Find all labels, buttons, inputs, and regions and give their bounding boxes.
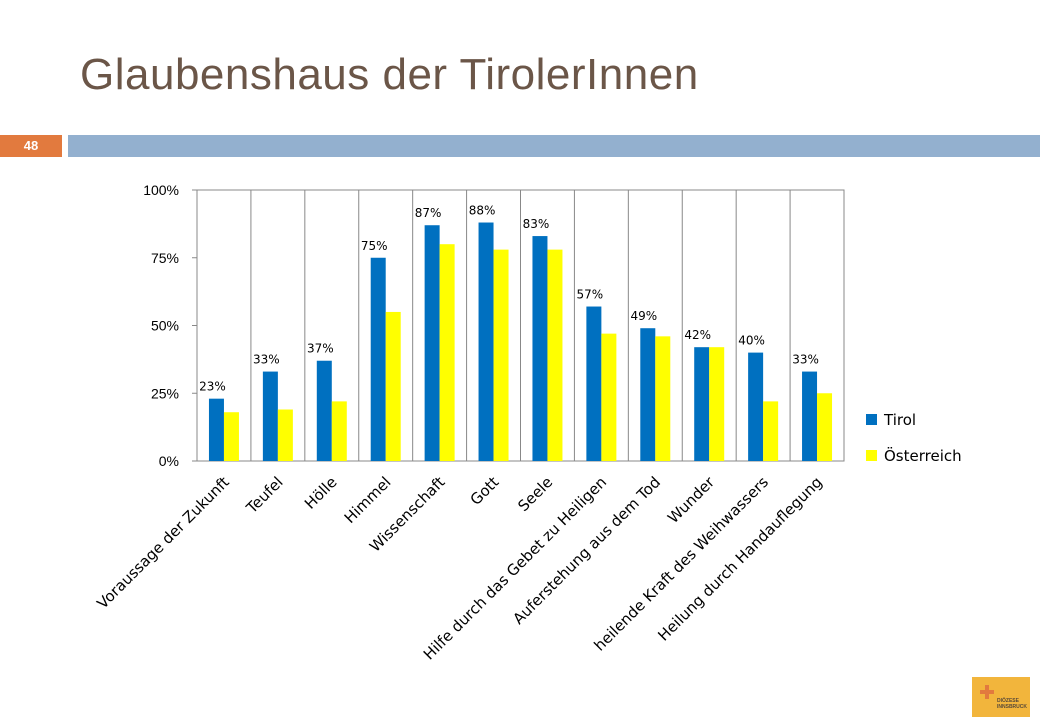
data-label: 40% [738, 334, 765, 348]
x-tick-label: Gott [467, 473, 503, 509]
bar-oesterreich [763, 401, 779, 461]
x-tick-label: Seele [514, 473, 556, 515]
data-label: 57% [577, 288, 604, 302]
y-tick-label: 25% [151, 385, 179, 401]
bar-oesterreich [817, 393, 833, 461]
data-label: 75% [361, 239, 388, 253]
header-rule-bar [68, 135, 1040, 157]
legend-swatch-oesterreich [866, 450, 877, 461]
bar-tirol [694, 347, 710, 461]
y-tick-label: 0% [159, 453, 179, 469]
data-label: 33% [253, 353, 280, 367]
bar-tirol [586, 306, 602, 461]
cross-logo-icon [980, 685, 994, 699]
y-tick-label: 100% [143, 182, 179, 198]
diocese-logo: DIÖZESE INNSBRUCK [972, 677, 1030, 717]
logo-text-line-1: DIÖZESE [997, 698, 1019, 704]
bar-oesterreich [223, 412, 239, 461]
x-tick-label: Hölle [301, 473, 341, 513]
bar-oesterreich [331, 401, 347, 461]
bar-tirol [208, 398, 224, 461]
y-tick-label: 75% [151, 250, 179, 266]
bar-tirol [478, 222, 494, 461]
bar-tirol [370, 257, 386, 461]
logo-text: DIÖZESE INNSBRUCK [997, 698, 1027, 710]
data-label: 88% [469, 204, 496, 218]
bar-tirol [802, 371, 818, 461]
x-tick-label: Voraussage der Zukunft [93, 473, 232, 612]
bar-tirol [262, 371, 278, 461]
data-label: 33% [792, 353, 819, 367]
bar-tirol [424, 225, 440, 461]
bar-tirol [640, 328, 656, 461]
bar-tirol [316, 360, 332, 461]
slide-title: Glaubenshaus der TirolerInnen [80, 50, 699, 99]
data-label: 23% [199, 380, 226, 394]
bar-oesterreich [439, 244, 455, 461]
bar-oesterreich [277, 409, 293, 461]
legend-swatch-tirol [866, 414, 877, 425]
legend-label: Österreich [884, 446, 962, 465]
bar-oesterreich [493, 249, 509, 461]
page-number-badge: 48 [0, 135, 62, 157]
data-label: 49% [630, 309, 657, 323]
bar-oesterreich [655, 336, 671, 461]
bar-tirol [748, 352, 764, 461]
logo-text-line-2: INNSBRUCK [997, 704, 1027, 710]
data-label: 83% [523, 217, 550, 231]
data-label: 37% [307, 342, 334, 356]
bar-oesterreich [709, 347, 725, 461]
x-tick-label: Wunder [664, 473, 718, 527]
bar-oesterreich [601, 333, 617, 461]
x-tick-label: Teufel [242, 473, 287, 518]
data-label: 87% [415, 206, 442, 220]
legend-label: Tirol [883, 411, 916, 429]
bar-oesterreich [385, 311, 401, 461]
y-tick-label: 50% [151, 318, 179, 334]
x-tick-label: Himmel [341, 473, 395, 527]
bar-tirol [532, 236, 548, 461]
bar-oesterreich [547, 249, 563, 461]
data-label: 42% [684, 328, 711, 342]
